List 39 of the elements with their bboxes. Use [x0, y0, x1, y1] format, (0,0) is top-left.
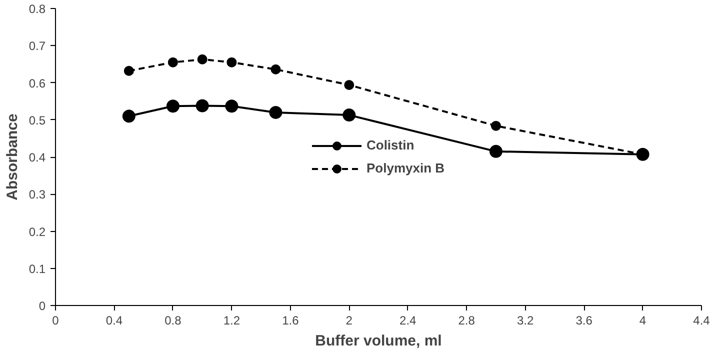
x-tick-label: 3.2	[516, 314, 534, 328]
point	[122, 110, 136, 123]
point	[270, 64, 281, 74]
x-tick-label: 0	[52, 314, 60, 328]
point	[166, 100, 180, 113]
y-tick-label: 0.6	[28, 76, 46, 90]
y-tick-label: 0.5	[28, 113, 46, 128]
point	[342, 108, 356, 122]
x-tick-label: 1.6	[282, 314, 300, 328]
point	[168, 57, 178, 68]
x-tick-label: 4.4	[693, 314, 710, 328]
legend-label: Colistin	[366, 138, 414, 152]
y-tick-label: 0.4	[28, 150, 46, 164]
x-tick-label: 0.4	[106, 314, 123, 328]
y-axis-title: Absorbance	[4, 114, 21, 200]
x-tick-label: 4	[639, 314, 646, 328]
x-tick-label: 2	[346, 314, 353, 328]
y-tick-label: 0.1	[28, 262, 46, 276]
y-tick-label: 0.2	[28, 224, 46, 239]
point	[225, 100, 238, 113]
y-tick-label: 0.3	[28, 188, 46, 202]
point	[226, 57, 237, 68]
point	[344, 80, 354, 90]
x-tick-label: 1.2	[223, 314, 240, 328]
legend-label: Polymyxin B	[366, 160, 445, 176]
x-tick-label: 0.8	[164, 314, 182, 328]
y-tick-label: 0	[38, 299, 46, 313]
point	[269, 106, 282, 119]
point	[196, 99, 209, 112]
point	[124, 66, 134, 76]
point	[490, 120, 501, 131]
x-tick-label: 2.4	[400, 314, 417, 328]
y-tick-label: 0.8	[28, 2, 46, 16]
x-tick-label: 3.6	[576, 314, 593, 328]
x-tick-label: 2.8	[458, 314, 476, 328]
point	[489, 144, 502, 158]
point	[197, 54, 208, 64]
y-tick-label: 0.7	[28, 39, 46, 54]
x-axis-title: Buffer volume, ml	[315, 332, 442, 350]
